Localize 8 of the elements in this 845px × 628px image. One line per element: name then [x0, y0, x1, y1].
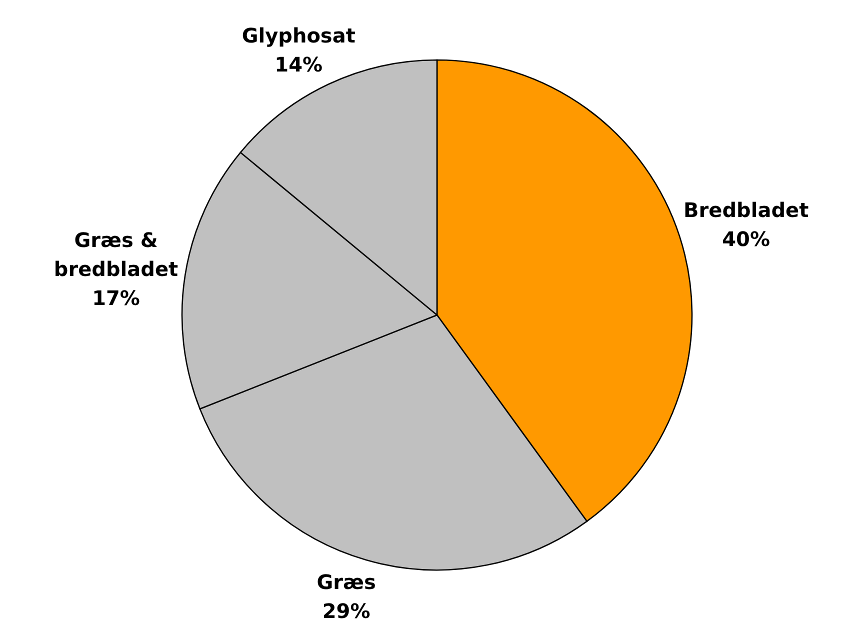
data-label: 29% [322, 598, 370, 623]
data-label: 14% [274, 52, 323, 76]
slice-label: Græs [316, 570, 376, 594]
slice-label: Glyphosat [242, 23, 356, 48]
data-label: 40% [722, 226, 770, 251]
data-label: 17% [92, 286, 140, 310]
slice-label: Bredbladet [684, 198, 810, 222]
slice-label: Græs & bredbladet [54, 228, 179, 282]
